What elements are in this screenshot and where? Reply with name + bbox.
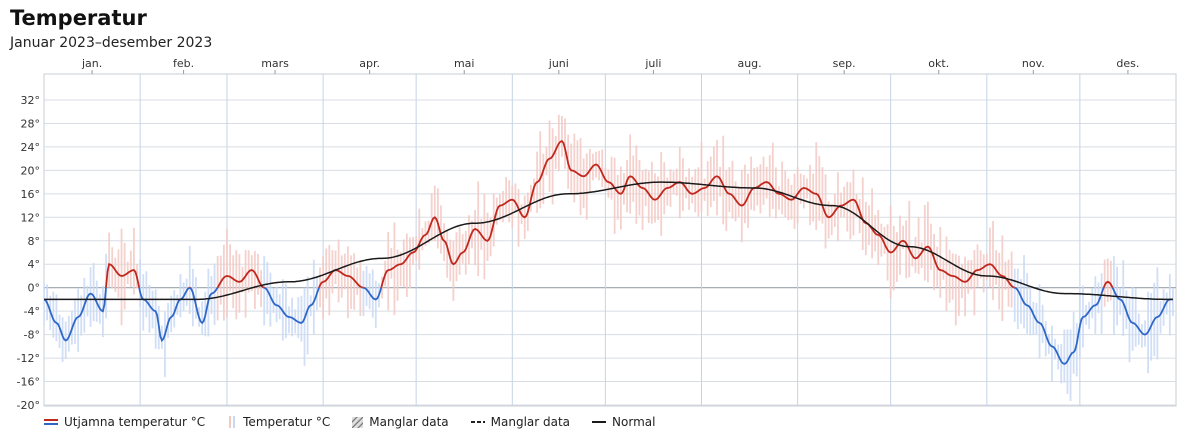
x-tick-label: mars [261, 57, 289, 70]
x-tick-label: okt. [928, 57, 949, 70]
x-axis-months: jan. feb. mars apr. mai juni juli aug. sep. okt. n… [81, 57, 1139, 74]
chart-lines [44, 140, 1173, 365]
legend-label: Manglar data [369, 415, 449, 429]
temperature-chart: 32° 28° 24° 20° 16° 12° 8° 4° 0° -4° -8° -12° -16° -2… [17, 57, 1177, 412]
y-tick-label: 28° [21, 117, 41, 130]
y-tick-label: 16° [21, 188, 41, 201]
y-tick-label: 20° [21, 164, 41, 177]
y-tick-label: -20° [17, 399, 40, 412]
dashed-line-icon [470, 421, 485, 423]
legend-item-normal[interactable]: Normal [592, 415, 655, 429]
legend-label: Temperatur °C [243, 415, 331, 429]
y-axis-ticks: 32° 28° 24° 20° 16° 12° 8° 4° 0° -4° -8° -12° -16° -2… [17, 94, 40, 412]
x-tick-label: aug. [737, 57, 761, 70]
hatched-square-icon [352, 416, 364, 428]
legend-label: Manglar data [490, 415, 571, 429]
black-line-icon [592, 421, 607, 423]
y-tick-label: -4° [24, 305, 40, 318]
plot-frame [43, 73, 1177, 407]
chart-legend: Utjamna temperatur °C Temperatur °C Mang… [44, 415, 655, 429]
x-tick-label: juni [548, 57, 569, 70]
chart-title: Temperatur [10, 6, 147, 30]
y-tick-label: 0° [28, 282, 41, 295]
y-tick-label: 32° [21, 94, 41, 107]
y-tick-label: -8° [24, 329, 40, 342]
legend-item-smoothed[interactable]: Utjamna temperatur °C [44, 415, 205, 429]
normal-line [44, 181, 1173, 301]
double-line-red-blue-icon [44, 419, 58, 425]
y-tick-label: -12° [17, 352, 40, 365]
x-tick-label: mai [454, 57, 475, 70]
x-tick-label: feb. [173, 57, 194, 70]
legend-label: Normal [612, 415, 656, 429]
chart-grid [43, 73, 1177, 407]
y-tick-label: 4° [28, 258, 41, 271]
x-tick-label: sep. [833, 57, 856, 70]
x-tick-label: apr. [359, 57, 380, 70]
smoothed-temp-line-above [105, 140, 1114, 288]
x-tick-label: nov. [1022, 57, 1045, 70]
x-tick-label: jan. [81, 57, 102, 70]
double-bars-light-icon [229, 416, 236, 428]
y-tick-label: 12° [21, 211, 41, 224]
x-tick-label: des. [1116, 57, 1139, 70]
legend-item-missing-area[interactable]: Manglar data [352, 415, 449, 429]
legend-label: Utjamna temperatur °C [64, 415, 206, 429]
y-tick-label: 24° [21, 141, 41, 154]
legend-item-temperature[interactable]: Temperatur °C [227, 415, 330, 429]
legend-item-missing-line[interactable]: Manglar data [470, 415, 571, 429]
chart-subtitle: Januar 2023–desember 2023 [10, 35, 213, 51]
y-tick-label: 8° [28, 235, 41, 248]
y-tick-label: -16° [17, 376, 40, 389]
x-tick-label: juli [644, 57, 661, 70]
